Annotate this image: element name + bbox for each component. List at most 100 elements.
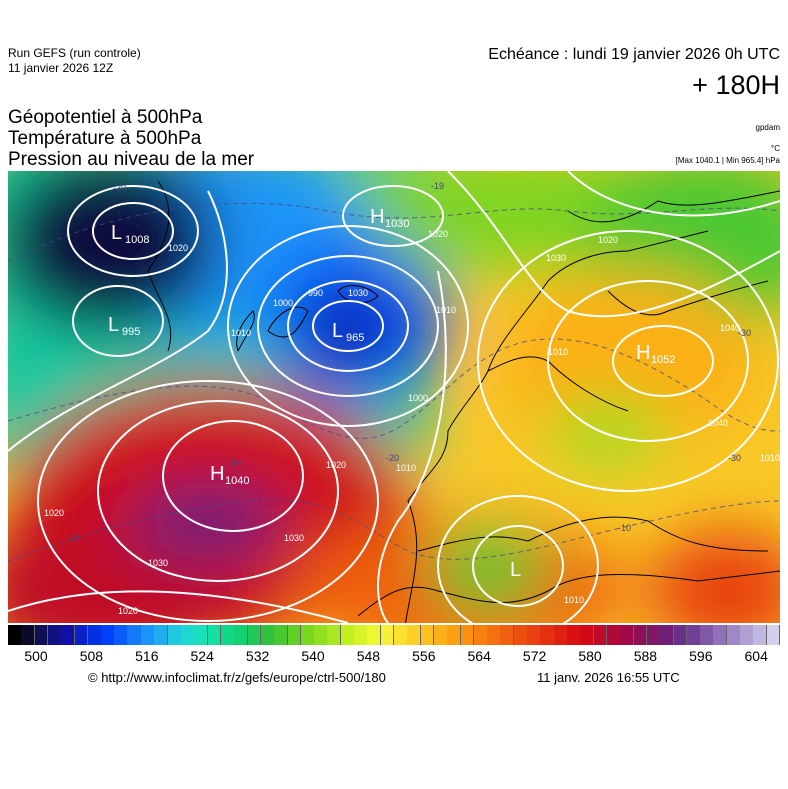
isobar-label: 1020 [168, 243, 188, 253]
run-date: 11 janvier 2026 12Z [8, 61, 114, 75]
pressure-centers: L 1008 L 995 H 1030 L 965 H 1040 H 1052 … [108, 206, 675, 581]
center-value: 965 [346, 332, 364, 344]
pressure-center-low: L [510, 559, 521, 581]
isotherm-labels: -30 -20 -20 -19 -10 -10 -30 -30 [66, 181, 751, 543]
colorbar-swatch [287, 625, 302, 645]
isobar-label: 1030 [284, 533, 304, 543]
center-value: 1008 [125, 234, 149, 246]
colorbar-label: 596 [689, 648, 713, 664]
isobar-label: 1010 [760, 453, 780, 463]
colorbar-swatch [101, 625, 115, 645]
isobar-label: 1000 [273, 298, 293, 308]
colorbar-swatch [740, 625, 754, 645]
colorbar-label: 516 [135, 648, 159, 664]
center-symbol: H [636, 342, 650, 364]
colorbar-swatch [753, 625, 768, 645]
colorbar-swatch [473, 625, 488, 645]
colorbar-label: 524 [190, 648, 214, 664]
pressure-center-high: H 1052 [636, 342, 675, 366]
colorbar-swatch [580, 625, 595, 645]
center-symbol: H [370, 206, 384, 228]
weather-map: L 1008 L 995 H 1030 L 965 H 1040 H 1052 … [8, 171, 780, 623]
colorbar-swatch [274, 625, 288, 645]
center-symbol: L [108, 314, 119, 336]
unit-geopotential: gpdam [755, 123, 780, 132]
isotherm-label: -10 [618, 523, 631, 533]
isobar-label: 1040 [720, 323, 740, 333]
pressure-center-low: L 1008 [111, 222, 149, 246]
colorbar-label: 604 [744, 648, 768, 664]
colorbar-swatch [220, 625, 235, 645]
isobar-labels: 1020 1010 1000 990 1020 1010 1000 1020 1… [44, 229, 780, 616]
colorbar-label: 572 [522, 648, 547, 664]
colorbar-swatch [500, 625, 515, 645]
parameter-temperature: Température à 500hPa [8, 128, 202, 149]
isotherm-label: -19 [431, 181, 444, 191]
colorbar-swatch [593, 625, 608, 645]
colorbar-swatch [260, 625, 275, 645]
colorbar-swatch [154, 625, 169, 645]
pressure-center-low: L 965 [332, 320, 364, 344]
colorbar-label: 540 [301, 648, 325, 664]
isobar-label: 1020 [44, 508, 64, 518]
isobar-label: 1010 [548, 347, 568, 357]
isobar-label: 1010 [231, 328, 251, 338]
colorbar-swatch [513, 625, 528, 645]
colorbar-swatch [127, 625, 142, 645]
isobar-label: 1020 [118, 606, 138, 616]
colorbar-swatch [247, 625, 262, 645]
center-value: 1030 [385, 218, 409, 230]
colorbar-swatch [300, 625, 315, 645]
colorbar-swatch [141, 625, 155, 645]
isobar-label: 1000 [408, 393, 428, 403]
colorbar-swatch [74, 625, 89, 645]
isotherm-label: -30 [738, 328, 751, 338]
colorbar-swatch [194, 625, 209, 645]
parameter-geopotential: Géopotentiel à 500hPa [8, 107, 203, 128]
colorbar-swatch [567, 625, 581, 645]
colorbar-swatch [380, 625, 395, 645]
center-symbol: L [510, 559, 521, 581]
colorbar-label: 532 [245, 648, 270, 664]
colorbar-swatch [407, 625, 422, 645]
colorbar-swatch [181, 625, 195, 645]
isobar-label: 1010 [396, 463, 416, 473]
pressure-center-high: H 1030 [370, 206, 409, 230]
isobar-label: 1020 [428, 229, 448, 239]
unit-temperature: °C [771, 144, 780, 153]
colorbar-swatch [114, 625, 129, 645]
colorbar-swatch [34, 625, 49, 645]
colorbar-swatch [713, 625, 728, 645]
parameter-pressure: Pression au niveau de la mer [8, 149, 255, 170]
colorbar-swatch [553, 625, 568, 645]
isotherm-label: -20 [386, 453, 399, 463]
colorbar-swatch [606, 625, 621, 645]
isobar-label: 1030 [348, 288, 368, 298]
center-symbol: L [332, 320, 343, 342]
colorbar-swatch [340, 625, 355, 645]
colorbar-swatch [47, 625, 62, 645]
isobar-label: 1020 [598, 235, 618, 245]
lead-time: + 180H [692, 70, 780, 100]
isobar-label: 1010 [436, 305, 456, 315]
isotherm-label: -10 [66, 533, 79, 543]
colorbar-swatch [21, 625, 36, 645]
isobar-label: 1010 [564, 595, 584, 605]
colorbar-swatch [8, 625, 22, 645]
colorbar-swatch [633, 625, 648, 645]
pressure-center-high: H 1040 [210, 463, 249, 487]
forecast-valid-time: Echéance : lundi 19 janvier 2026 0h UTC [488, 46, 780, 63]
colorbar-swatch [540, 625, 555, 645]
pressure-range: [Max 1040.1 | Min 965.4] hPa [675, 156, 780, 165]
colorbar-swatch [61, 625, 76, 645]
colorbar-swatch [433, 625, 448, 645]
colorbar-swatch [327, 625, 342, 645]
colorbar-swatch [167, 625, 182, 645]
colorbar-label: 564 [467, 648, 491, 664]
isotherm-label: -20 [228, 458, 241, 468]
isotherm-label: -30 [113, 183, 126, 193]
isobar-label: 1030 [148, 558, 168, 568]
isobar-label: 1040 [708, 418, 728, 428]
colorbar [8, 625, 781, 645]
colorbar-swatch [726, 625, 741, 645]
